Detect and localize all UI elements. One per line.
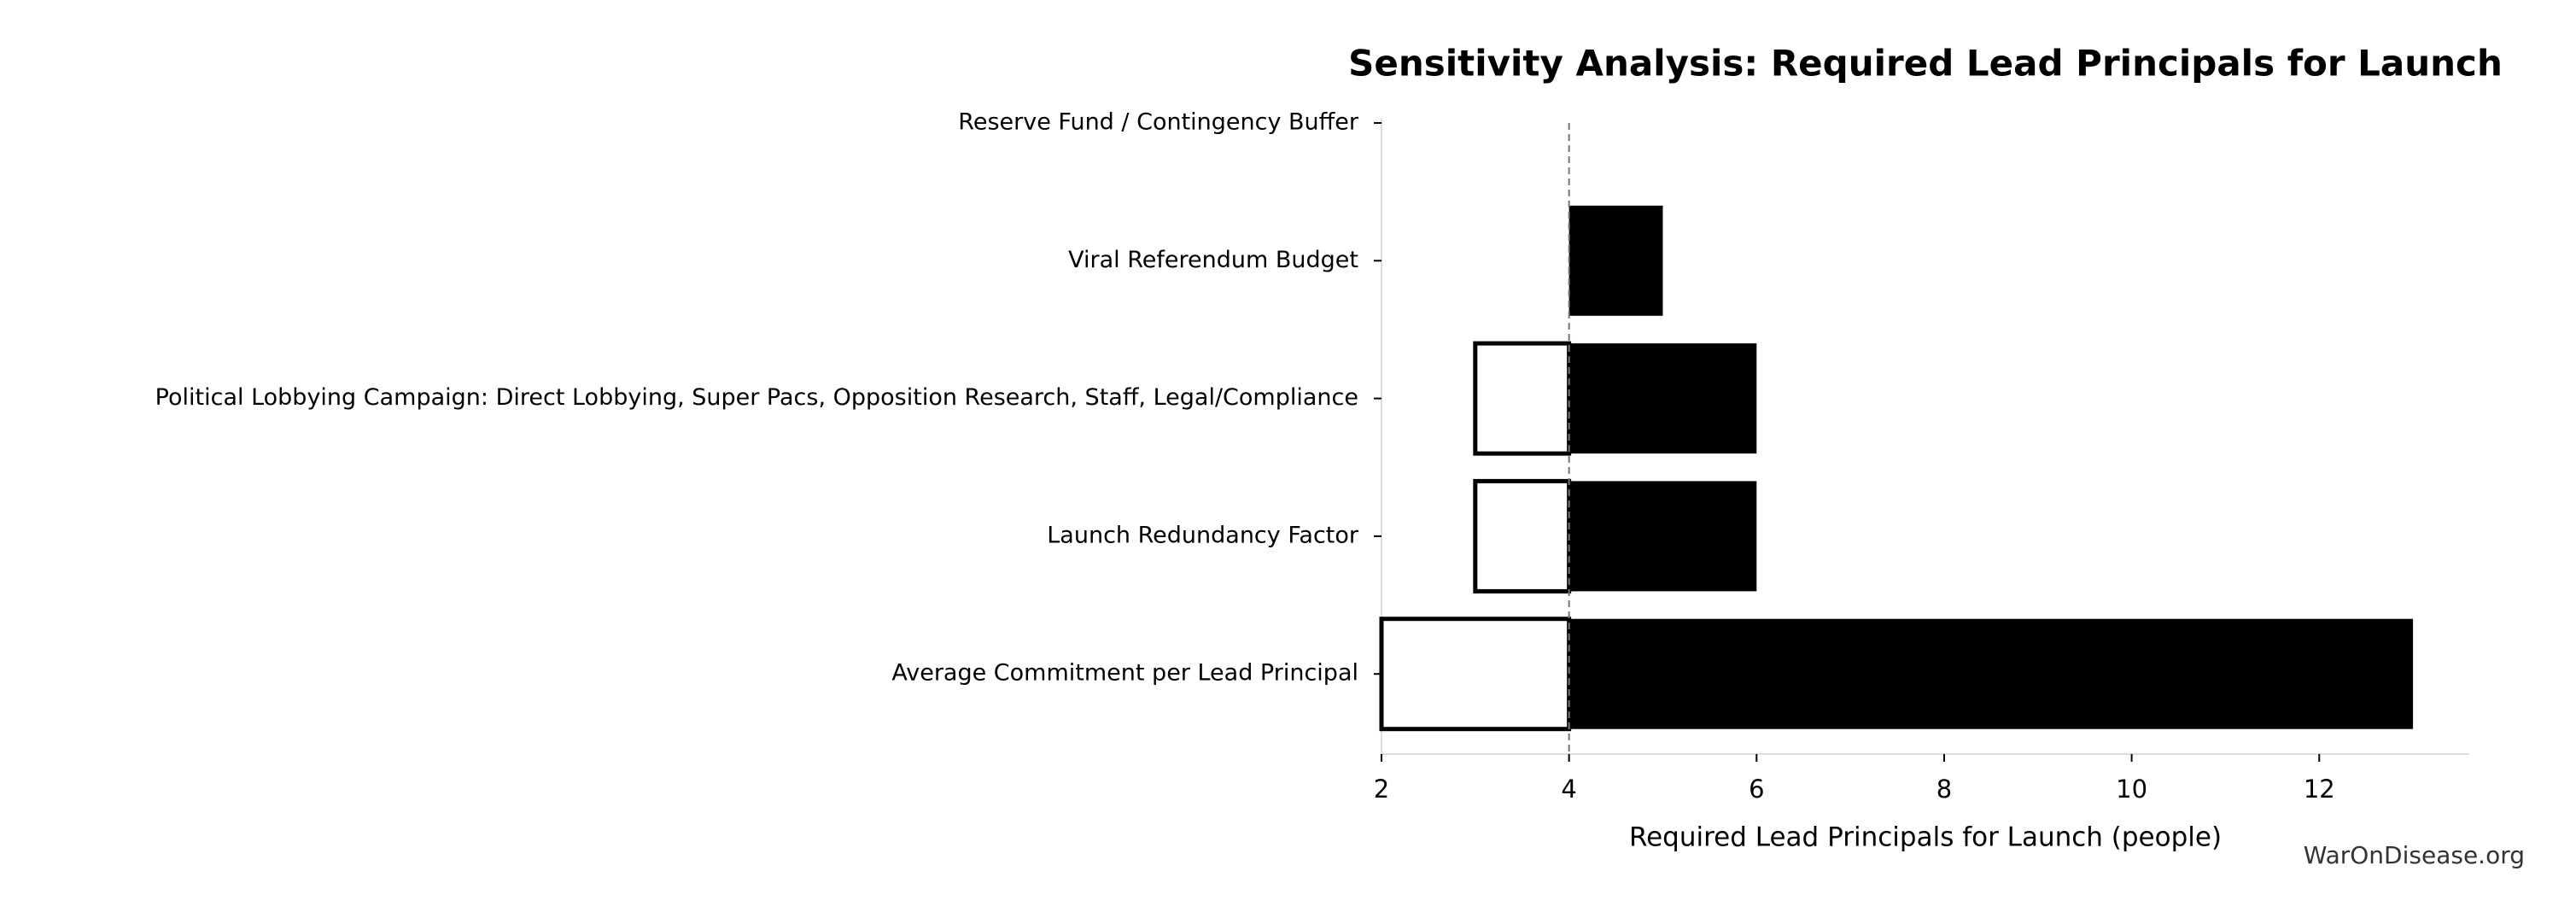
- low-bar: [1473, 341, 1572, 456]
- x-tick-label: 6: [1749, 775, 1764, 804]
- y-tick-label: Political Lobbying Campaign: Direct Lobb…: [155, 384, 1358, 411]
- high-bar: [1568, 618, 2414, 729]
- x-tick-label: 4: [1561, 775, 1576, 804]
- low-bar: [1379, 617, 1572, 732]
- y-tick-label: Viral Referendum Budget: [1068, 247, 1358, 273]
- watermark: WarOnDisease.org: [2304, 841, 2525, 869]
- y-tick-label: Reserve Fund / Contingency Buffer: [958, 109, 1359, 136]
- chart-title: Sensitivity Analysis: Required Lead Prin…: [1348, 43, 2503, 85]
- y-tick-label: Average Commitment per Lead Principal: [891, 660, 1358, 687]
- x-axis-label: Required Lead Principals for Launch (peo…: [1629, 822, 2222, 853]
- y-tick-label: Launch Redundancy Factor: [1047, 522, 1359, 548]
- x-tick-label: 12: [2304, 775, 2335, 804]
- low-bar: [1473, 478, 1572, 593]
- high-bar: [1568, 481, 1757, 592]
- high-bar: [1568, 343, 1757, 454]
- high-bar: [1568, 205, 1663, 316]
- x-tick-label: 2: [1374, 775, 1389, 804]
- x-tick-label: 10: [2116, 775, 2147, 804]
- x-tick-label: 8: [1936, 775, 1952, 804]
